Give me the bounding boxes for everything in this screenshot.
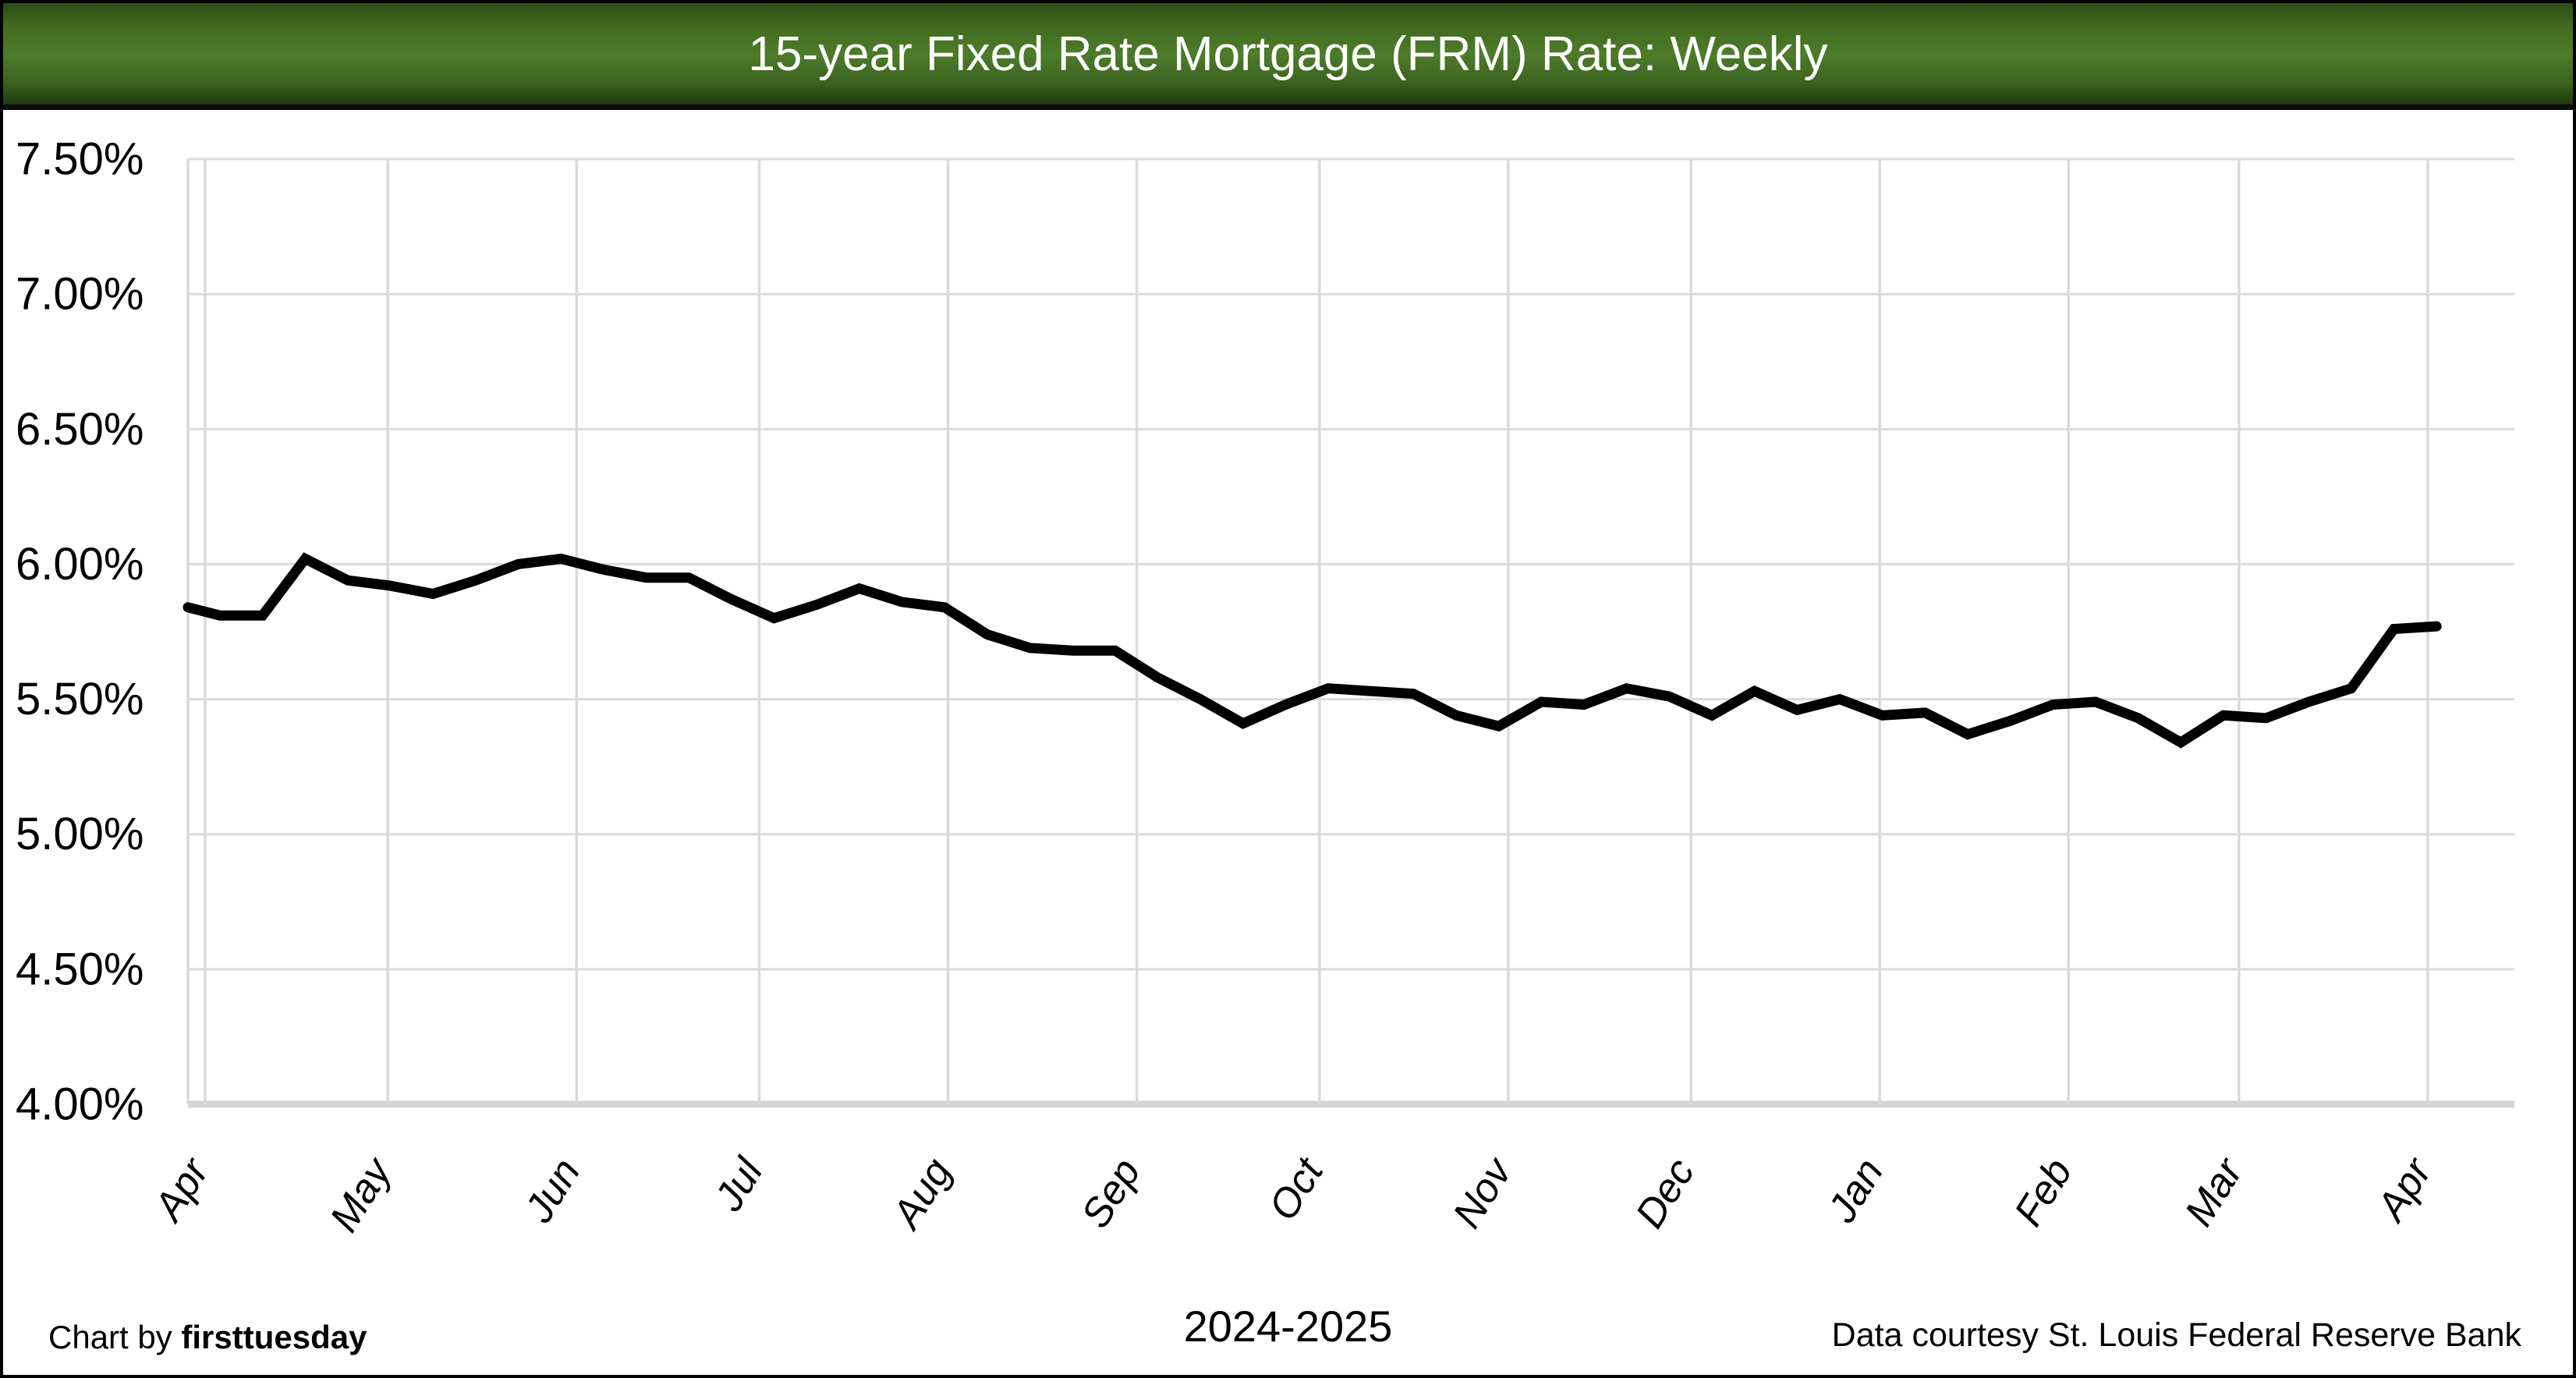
footer-credit-prefix: Chart by bbox=[48, 1319, 182, 1355]
x-month-label: Oct bbox=[1260, 1149, 1333, 1228]
x-month-label: Jun bbox=[516, 1151, 589, 1231]
x-month-label: Jan bbox=[1819, 1151, 1892, 1231]
line-chart: 7.50% 7.00% 6.50% 6.00% 5.50% 5.00% 4.50% 4.00%… bbox=[16, 134, 2514, 1240]
x-month-label: Dec bbox=[1627, 1151, 1703, 1236]
footer-source: Data courtesy St. Louis Federal Reserve … bbox=[1831, 1316, 2521, 1354]
y-tick-label: 4.00% bbox=[16, 1079, 144, 1130]
x-axis-period-label: 2024-2025 bbox=[1183, 1302, 1393, 1351]
chart-title: 15-year Fixed Rate Mortgage (FRM) Rate: … bbox=[748, 27, 1828, 81]
x-month-label: Aug bbox=[883, 1151, 961, 1238]
y-tick-label: 6.50% bbox=[16, 404, 144, 455]
x-month-label: Nov bbox=[1444, 1149, 1522, 1236]
x-month-label: Apr bbox=[145, 1149, 219, 1230]
y-tick-label: 7.50% bbox=[16, 134, 144, 185]
y-tick-label: 5.00% bbox=[16, 809, 144, 859]
x-month-label: May bbox=[321, 1149, 402, 1240]
x-month-label: Jul bbox=[706, 1150, 773, 1219]
y-tick-label: 7.00% bbox=[16, 269, 144, 320]
chart-title-bar: 15-year Fixed Rate Mortgage (FRM) Rate: … bbox=[3, 3, 2573, 110]
y-tick-label: 4.50% bbox=[16, 944, 144, 994]
x-month-label: Sep bbox=[1073, 1151, 1150, 1236]
y-tick-label: 6.00% bbox=[16, 539, 144, 590]
y-tick-label: 5.50% bbox=[16, 674, 144, 724]
frm-rate-line bbox=[182, 552, 2442, 749]
x-month-label: Apr bbox=[2368, 1149, 2442, 1230]
footer-credit: Chart by firsttuesday bbox=[48, 1319, 367, 1356]
footer-credit-brand: firsttuesday bbox=[181, 1319, 367, 1355]
footer: Chart by firsttuesday 2024-2025 Data cou… bbox=[3, 1302, 2573, 1364]
x-month-label: Feb bbox=[2006, 1151, 2082, 1235]
x-month-label: Mar bbox=[2176, 1149, 2252, 1234]
